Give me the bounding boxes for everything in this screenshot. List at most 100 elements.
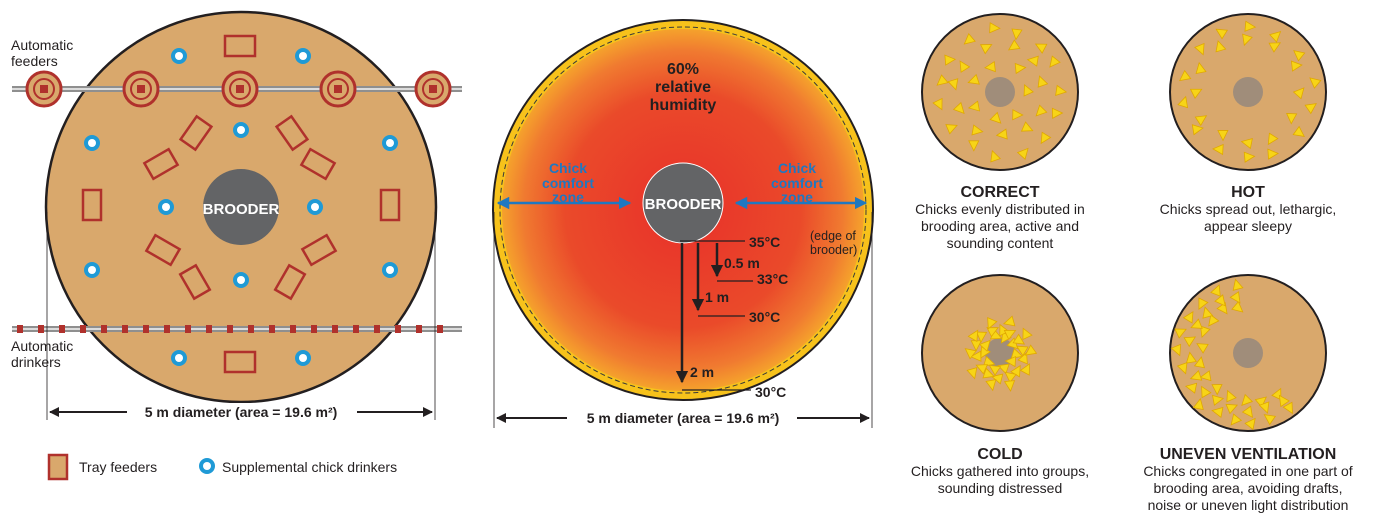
drinker-nipple: [206, 325, 212, 333]
chick: [1304, 103, 1317, 115]
tray-feeder: [142, 147, 180, 181]
chick: [1008, 39, 1021, 51]
chick: [1211, 384, 1223, 396]
drinker-nipple: [80, 325, 86, 333]
chick: [1055, 84, 1068, 96]
supplemental-drinker: [382, 135, 398, 151]
supplemental-drinker: [307, 199, 323, 215]
state-desc: noise or uneven light distribution: [1148, 497, 1349, 513]
chick: [987, 317, 998, 330]
chick: [1174, 328, 1187, 339]
supplemental-drinker: [171, 48, 187, 64]
chick: [989, 22, 1001, 34]
drinker-nipple: [311, 325, 317, 333]
drinker-nipple: [38, 325, 44, 333]
comfort-zone-left-2: comfort: [542, 175, 594, 191]
chick: [1019, 363, 1030, 376]
chick: [1004, 355, 1017, 368]
chick: [959, 60, 971, 73]
chick: [1170, 343, 1182, 357]
temp-35: 35°C: [749, 234, 780, 250]
chick: [963, 32, 976, 45]
chick: [1244, 20, 1257, 32]
chick: [1190, 318, 1203, 329]
drinker-nipple: [248, 325, 254, 333]
chicks: [1177, 20, 1322, 163]
comfort-zone-right: Chick: [778, 160, 816, 176]
chick: [1003, 380, 1016, 392]
drinker-nipple: [122, 325, 128, 333]
drinker-nipple: [290, 325, 296, 333]
automatic-feeder-pan: [25, 70, 63, 108]
chick: [1271, 387, 1282, 401]
chick: [1241, 393, 1254, 406]
state-desc: Chicks congregated in one part of: [1143, 463, 1352, 479]
chick: [1016, 147, 1029, 160]
chick: [1022, 327, 1033, 341]
chick: [1189, 369, 1203, 381]
chick: [1267, 132, 1279, 146]
chick: [1244, 417, 1256, 431]
drinker-nipple: [332, 325, 338, 333]
legend-supplemental-drinkers: Supplemental chick drinkers: [222, 459, 397, 475]
drinker-nipple: [143, 325, 149, 333]
chick: [1278, 394, 1290, 408]
chicks: [1170, 278, 1293, 431]
chick: [1217, 130, 1229, 142]
chick: [971, 124, 984, 136]
chick: [1200, 325, 1211, 339]
chick: [1183, 336, 1197, 348]
chick: [1035, 104, 1048, 117]
state-desc: Chicks evenly distributed in: [915, 201, 1085, 217]
drinker-nipple: [416, 325, 422, 333]
chick: [1241, 405, 1253, 419]
chick: [1231, 300, 1244, 313]
layout-panel: BROODER Automatic feeders Automatic drin…: [11, 10, 462, 481]
chick: [1240, 138, 1253, 150]
brooder: [1233, 338, 1263, 368]
chick: [1010, 347, 1024, 359]
brooder: [203, 169, 279, 245]
chick-state-correct: CORRECT Chicks evenly distributed in bro…: [915, 13, 1085, 251]
dist-2: 2 m: [690, 364, 714, 380]
chick: [1192, 397, 1204, 411]
chick: [1037, 75, 1049, 88]
chick: [1026, 55, 1039, 67]
chick: [1208, 314, 1220, 327]
chick: [1012, 333, 1026, 345]
supplemental-drinker: [295, 48, 311, 64]
chick: [1309, 77, 1322, 89]
chick: [1024, 344, 1038, 356]
boundary-dashed: [499, 26, 867, 394]
state-title: UNEVEN VENTILATION: [1160, 446, 1337, 463]
chick: [1198, 297, 1209, 310]
chick: [1189, 88, 1203, 99]
chick: [964, 348, 977, 360]
temp-33: 33°C: [757, 271, 788, 287]
chicks: [932, 22, 1068, 163]
drinker-nipple: [17, 325, 23, 333]
chick: [988, 364, 1002, 376]
automatic-feeder-pan: [122, 70, 160, 108]
chick: [1230, 413, 1243, 426]
chick: [947, 78, 959, 91]
chick: [1196, 343, 1209, 354]
brooder-label: BROODER: [645, 196, 722, 213]
supplemental-drinker: [233, 272, 249, 288]
chick: [982, 355, 996, 367]
automatic-feeder-pan: [221, 70, 259, 108]
chick: [1199, 370, 1212, 382]
automatic-drinkers-label-2: drinkers: [11, 354, 61, 370]
tray-feeder: [144, 233, 182, 267]
dist-1: 1 m: [705, 289, 729, 305]
chicks: [964, 315, 1038, 392]
tray-feeder: [379, 188, 401, 222]
chick: [986, 327, 999, 338]
chick: [1002, 315, 1016, 327]
tray-feeder: [274, 114, 310, 152]
state-desc: Chicks spread out, lethargic,: [1160, 201, 1337, 217]
chick: [990, 149, 1001, 163]
tray-feeder: [273, 263, 307, 301]
chick: [932, 97, 943, 111]
